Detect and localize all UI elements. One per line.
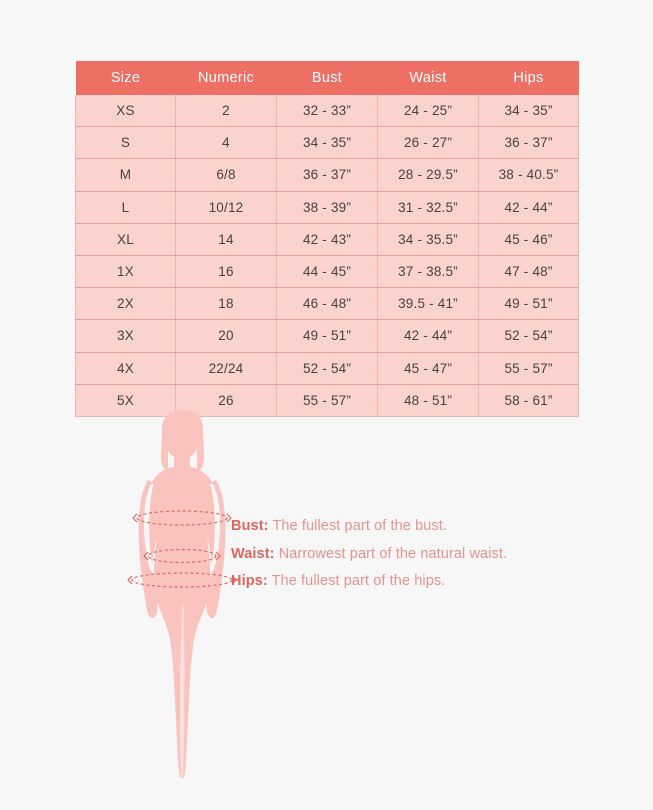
measurement-guide-section: Bust: The fullest part of the bust. Wais… xyxy=(0,410,653,790)
cell-size: 3X xyxy=(75,319,176,353)
table-row: 3X 20 49 - 51” 42 - 44” 52 - 54” xyxy=(75,319,579,353)
cell-size: L xyxy=(75,191,176,224)
cell-hips: 45 - 46” xyxy=(478,223,579,256)
right-arm-gap xyxy=(210,484,220,571)
table-header-row: Size Numeric Bust Waist Hips xyxy=(75,61,579,95)
cell-size: 5X xyxy=(75,384,176,417)
table-row: 4X 22/24 52 - 54” 45 - 47” 55 - 57” xyxy=(75,352,579,385)
column-header-size: Size xyxy=(75,61,176,95)
cell-numeric: 16 xyxy=(175,255,277,289)
column-header-numeric: Numeric xyxy=(175,61,277,95)
cell-size: 4X xyxy=(75,352,176,385)
measurement-legend: Bust: The fullest part of the bust. Wais… xyxy=(231,513,561,596)
cell-hips: 49 - 51” xyxy=(478,287,579,321)
left-arm-shape xyxy=(138,480,158,618)
cell-hips: 42 - 44” xyxy=(478,191,579,224)
legend-item-bust: Bust: The fullest part of the bust. xyxy=(231,513,561,541)
legend-description-waist: Narrowest part of the natural waist. xyxy=(278,545,508,562)
cell-hips: 38 - 40.5” xyxy=(478,158,579,192)
cell-numeric: 2 xyxy=(175,95,277,128)
size-chart-table: Size Numeric Bust Waist Hips XS 2 32 - 3… xyxy=(75,61,579,417)
cell-size: M xyxy=(75,158,176,192)
cell-size: 2X xyxy=(75,287,176,321)
neck-shape xyxy=(174,454,190,470)
cell-waist: 26 - 27” xyxy=(377,126,479,160)
cell-size: XS xyxy=(75,95,176,128)
legend-description-bust: The fullest part of the bust. xyxy=(272,518,448,534)
cell-waist: 34 - 35.5” xyxy=(377,223,479,256)
cell-bust: 55 - 57” xyxy=(276,384,378,417)
cell-numeric: 6/8 xyxy=(175,158,277,192)
right-arm-shape xyxy=(206,480,226,618)
hips-measure-ellipse xyxy=(127,572,237,588)
cell-numeric: 22/24 xyxy=(175,352,277,385)
table-row: 2X 18 46 - 48” 39.5 - 41” 49 - 51” xyxy=(75,287,579,321)
leg-separation-line xyxy=(180,606,185,778)
cell-waist: 28 - 29.5” xyxy=(377,158,479,192)
size-chart-table-container: Size Numeric Bust Waist Hips XS 2 32 - 3… xyxy=(75,61,579,417)
cell-bust: 36 - 37” xyxy=(276,158,378,192)
cell-hips: 47 - 48” xyxy=(478,255,579,289)
cell-waist: 42 - 44” xyxy=(377,319,479,353)
cell-size: 1X xyxy=(75,255,176,289)
cell-bust: 38 - 39” xyxy=(276,191,378,224)
cell-numeric: 18 xyxy=(175,287,277,321)
table-row: XS 2 32 - 33” 24 - 25” 34 - 35” xyxy=(75,95,579,128)
legend-label-hips: Hips: xyxy=(231,573,268,589)
legend-item-waist: Waist: Narrowest part of the natural wai… xyxy=(231,541,561,569)
cell-bust: 52 - 54” xyxy=(276,352,378,385)
cell-size: S xyxy=(75,126,176,160)
cell-hips: 34 - 35” xyxy=(478,95,579,128)
cell-numeric: 10/12 xyxy=(175,191,277,224)
column-header-bust: Bust xyxy=(276,61,378,95)
cell-bust: 32 - 33” xyxy=(276,95,378,128)
table-row: L 10/12 38 - 39” 31 - 32.5” 42 - 44” xyxy=(75,191,579,224)
cell-numeric: 14 xyxy=(175,223,277,256)
table-row: XL 14 42 - 43” 34 - 35.5” 45 - 46” xyxy=(75,223,579,256)
hair-shape xyxy=(161,410,204,472)
cell-numeric: 26 xyxy=(175,384,277,417)
cell-waist: 24 - 25” xyxy=(377,95,479,128)
legend-description-hips: The fullest part of the hips. xyxy=(271,573,446,589)
legend-label-bust: Bust: xyxy=(231,518,269,534)
table-row: 5X 26 55 - 57” 48 - 51” 58 - 61” xyxy=(75,384,579,417)
table-row: M 6/8 36 - 37” 28 - 29.5” 38 - 40.5” xyxy=(75,158,579,192)
cell-bust: 42 - 43” xyxy=(276,223,378,256)
legend-label-waist: Waist: xyxy=(231,545,275,562)
bust-measure-ellipse xyxy=(132,510,232,526)
cell-numeric: 20 xyxy=(175,319,277,353)
cell-bust: 49 - 51” xyxy=(276,319,378,353)
cell-waist: 39.5 - 41” xyxy=(377,287,479,321)
cell-hips: 58 - 61” xyxy=(478,384,579,417)
cell-size: XL xyxy=(75,223,176,256)
cell-hips: 36 - 37” xyxy=(478,126,579,160)
cell-waist: 48 - 51” xyxy=(377,384,479,417)
head-shape xyxy=(166,427,198,459)
cell-hips: 55 - 57” xyxy=(478,352,579,385)
cell-bust: 34 - 35” xyxy=(276,126,378,160)
column-header-waist: Waist xyxy=(377,61,479,95)
cell-bust: 46 - 48” xyxy=(276,287,378,321)
cell-waist: 31 - 32.5” xyxy=(377,191,479,224)
column-header-hips: Hips xyxy=(478,61,579,95)
left-arm-gap xyxy=(144,484,154,571)
table-row: S 4 34 - 35” 26 - 27” 36 - 37” xyxy=(75,126,579,160)
cell-bust: 44 - 45” xyxy=(276,255,378,289)
female-body-silhouette xyxy=(127,410,237,778)
cell-waist: 45 - 47” xyxy=(377,352,479,385)
table-row: 1X 16 44 - 45” 37 - 38.5” 47 - 48” xyxy=(75,255,579,289)
waist-measure-ellipse xyxy=(143,548,221,564)
legend-item-hips: Hips: The fullest part of the hips. xyxy=(231,568,561,596)
cell-numeric: 4 xyxy=(175,126,277,160)
cell-waist: 37 - 38.5” xyxy=(377,255,479,289)
cell-hips: 52 - 54” xyxy=(478,319,579,353)
